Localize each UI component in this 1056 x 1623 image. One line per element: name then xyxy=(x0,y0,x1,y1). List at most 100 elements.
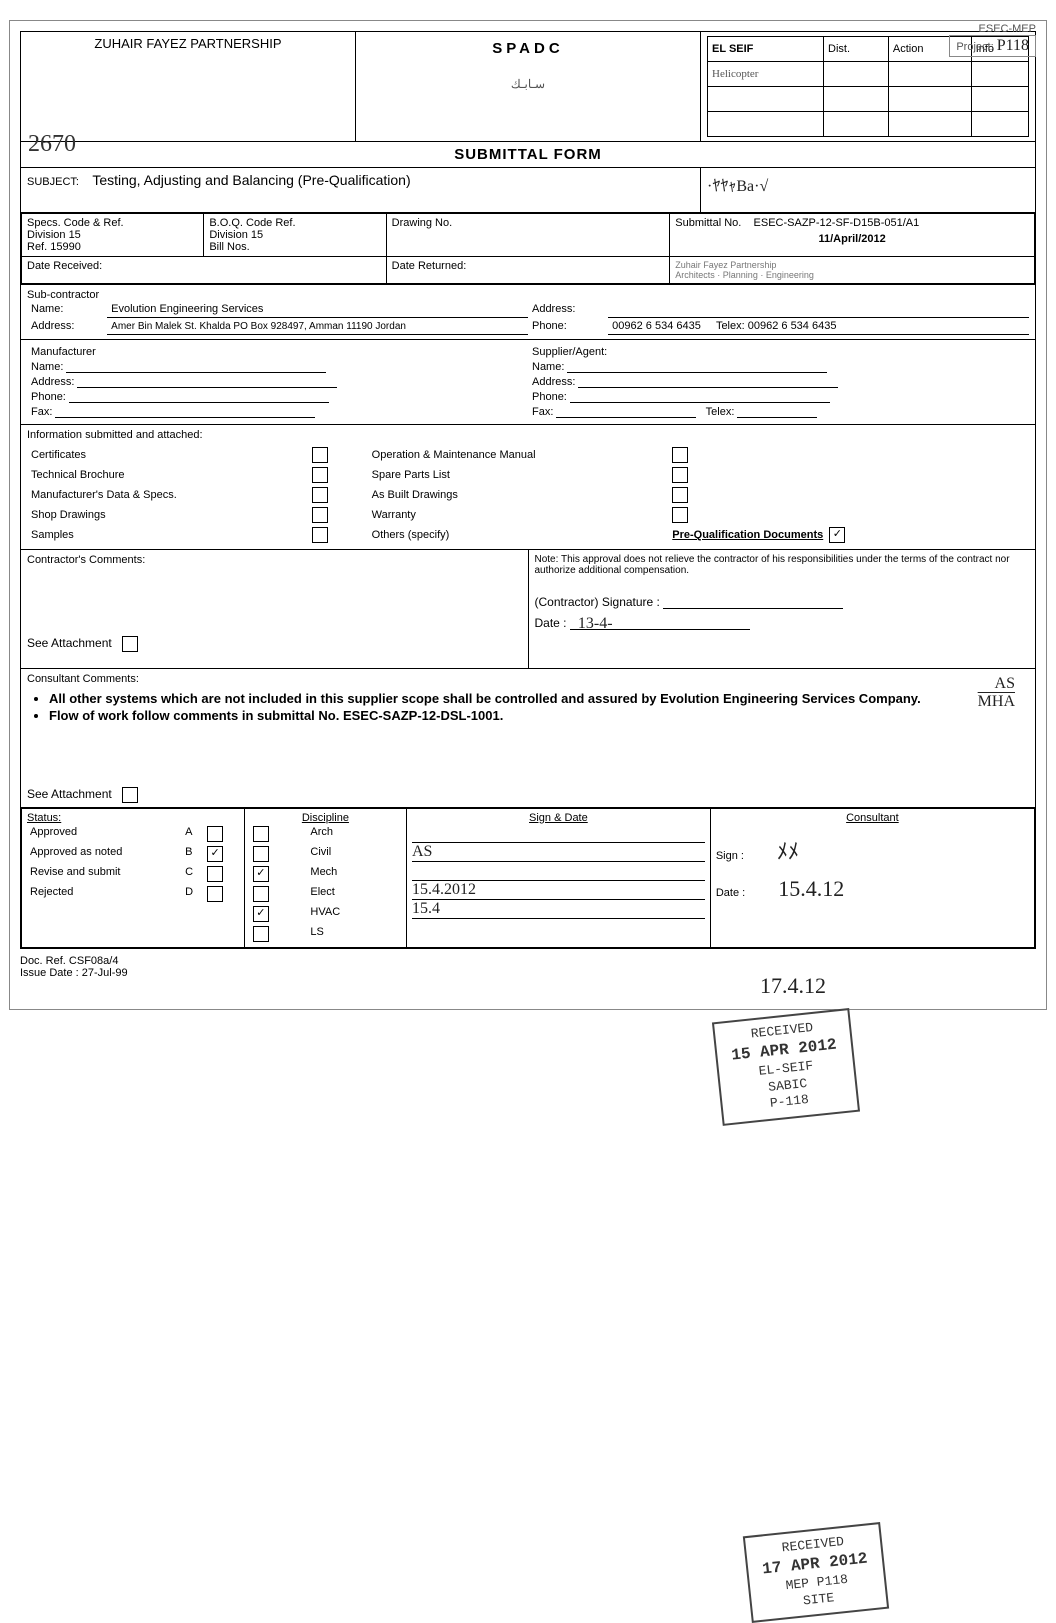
sc-name-label: Name: xyxy=(27,301,107,318)
check-see-attachment-1[interactable] xyxy=(122,636,138,652)
check-approved[interactable] xyxy=(207,826,223,842)
hand-sign-2: 15.4 xyxy=(412,900,705,919)
check-tech-brochure[interactable] xyxy=(312,467,328,483)
footer-block: Doc. Ref. CSF08a/4 Issue Date : 27-Jul-9… xyxy=(20,955,1036,979)
status-approved: Approved xyxy=(27,824,182,844)
doc-ref-value: CSF08a/4 xyxy=(69,955,119,967)
mfr-fax-label: Fax: xyxy=(31,406,52,418)
date-returned-label: Date Returned: xyxy=(392,260,467,272)
check-rejected[interactable] xyxy=(207,886,223,902)
disc-elect: Elect xyxy=(307,884,401,904)
disc-ls: LS xyxy=(307,924,401,944)
check-mfr-data[interactable] xyxy=(312,487,328,503)
sign-date-title: Sign & Date xyxy=(412,812,705,824)
consultant-title: Consultant xyxy=(716,812,1029,824)
project-value: P118 xyxy=(997,37,1029,54)
consultant-comments-title: Consultant Comments: xyxy=(27,673,1029,685)
check-om-manual[interactable] xyxy=(672,447,688,463)
code-b: B xyxy=(182,844,204,864)
info-certificates: Certificates xyxy=(27,445,308,465)
check-others[interactable]: ✓ xyxy=(829,527,845,543)
sc-phone-label: Phone: xyxy=(528,318,608,335)
specs-l1: Division 15 xyxy=(27,229,198,241)
status-revise: Revise and submit xyxy=(27,864,182,884)
sup-telex-label: Telex: xyxy=(706,406,735,418)
drawing-label: Drawing No. xyxy=(392,217,665,229)
info-others: Others (specify) xyxy=(368,525,669,545)
sup-name-label: Name: xyxy=(532,361,564,373)
bottom-handwritten-date: 17.4.12 xyxy=(760,973,826,999)
sc-telex: 00962 6 534 6435 xyxy=(748,320,837,332)
subject-label: SUBJECT: xyxy=(27,176,79,188)
esec-label: ESEC-MEP xyxy=(979,23,1036,35)
info-others-value: Pre-Qualification Documents xyxy=(672,529,823,541)
sup-addr-label: Address: xyxy=(532,376,575,388)
info-mfr-data: Manufacturer's Data & Specs. xyxy=(27,485,308,505)
disc-civil: Civil xyxy=(307,844,401,864)
see-attachment-1: See Attachment xyxy=(27,636,112,650)
check-mech[interactable]: ✓ xyxy=(253,866,269,882)
disc-hvac: HVAC xyxy=(307,904,401,924)
mfr-name-label: Name: xyxy=(31,361,63,373)
doc-ref-label: Doc. Ref. xyxy=(20,955,66,967)
check-ls[interactable] xyxy=(253,926,269,942)
hand-date-1: 15.4.2012 xyxy=(412,881,705,900)
check-arch[interactable] xyxy=(253,826,269,842)
supplier-title: Supplier/Agent: xyxy=(532,346,1025,358)
sup-fax-label: Fax: xyxy=(532,406,553,418)
check-as-built[interactable] xyxy=(672,487,688,503)
code-a: A xyxy=(182,824,204,844)
contractor-comments-title: Contractor's Comments: xyxy=(27,554,522,566)
elseif-label: EL SEIF xyxy=(708,37,824,62)
status-rejected: Rejected xyxy=(27,884,182,904)
check-revise[interactable] xyxy=(207,866,223,882)
mfr-addr-label: Address: xyxy=(31,376,74,388)
check-elect[interactable] xyxy=(253,886,269,902)
sc-telex-label: Telex: xyxy=(716,320,745,332)
check-civil[interactable] xyxy=(253,846,269,862)
subject-value: Testing, Adjusting and Balancing (Pre-Qu… xyxy=(92,172,410,188)
code-d: D xyxy=(182,884,204,904)
sc-name: Evolution Engineering Services xyxy=(107,301,528,318)
dist-header: Dist. xyxy=(824,37,889,62)
info-tech-brochure: Technical Brochure xyxy=(27,465,308,485)
info-as-built: As Built Drawings xyxy=(368,485,669,505)
hand-sign-as: AS xyxy=(412,843,705,862)
manufacturer-title: Manufacturer xyxy=(31,346,524,358)
info-spare-parts: Spare Parts List xyxy=(368,465,669,485)
see-attachment-2: See Attachment xyxy=(27,787,112,801)
consultant-bullet-1: All other systems which are not included… xyxy=(49,691,1025,706)
sc-addr: Amer Bin Malek St. Khalda PO Box 928497,… xyxy=(107,318,528,335)
disc-arch: Arch xyxy=(307,824,401,844)
info-samples: Samples xyxy=(27,525,308,545)
check-certificates[interactable] xyxy=(312,447,328,463)
subcontractor-title: Sub-contractor xyxy=(27,289,1029,301)
cons-sign-label: Sign : xyxy=(716,850,744,862)
submittal-no: ESEC-SAZP-12-SF-D15B-051/A1 xyxy=(754,217,920,229)
header-spadc-cell: SPADC سـابـك xyxy=(355,32,700,142)
top-right-block: ESEC-MEP Project: P118 xyxy=(949,23,1036,57)
received-stamp-2: RECEIVED 17 APR 2012 MEP P118 SITE xyxy=(743,1522,889,1623)
cons-date-label: Date : xyxy=(716,887,745,899)
initials-mha: MHA xyxy=(978,693,1015,710)
discipline-title: Discipline xyxy=(250,812,401,824)
check-approved-noted[interactable]: ✓ xyxy=(207,846,223,862)
boq-l1: Division 15 xyxy=(209,229,380,241)
check-samples[interactable] xyxy=(312,527,328,543)
submittal-date: 11/April/2012 xyxy=(675,233,1029,245)
status-title: Status: xyxy=(27,812,239,824)
check-spare-parts[interactable] xyxy=(672,467,688,483)
form-title: SUBMITTAL FORM xyxy=(21,142,1036,168)
check-warranty[interactable] xyxy=(672,507,688,523)
disc-mech: Mech xyxy=(307,864,401,884)
cons-date-value: 15.4.12 xyxy=(778,876,844,901)
check-see-attachment-2[interactable] xyxy=(122,787,138,803)
specs-label: Specs. Code & Ref. xyxy=(27,217,198,229)
info-om-manual: Operation & Maintenance Manual xyxy=(368,445,669,465)
header-zfp-cell: ZUHAIR FAYEZ PARTNERSHIP xyxy=(21,32,356,142)
check-hvac[interactable]: ✓ xyxy=(253,906,269,922)
submittal-label: Submittal No. xyxy=(675,217,741,229)
sup-phone-label: Phone: xyxy=(532,391,567,403)
check-shop-dwg[interactable] xyxy=(312,507,328,523)
project-label: Project: xyxy=(956,41,993,53)
